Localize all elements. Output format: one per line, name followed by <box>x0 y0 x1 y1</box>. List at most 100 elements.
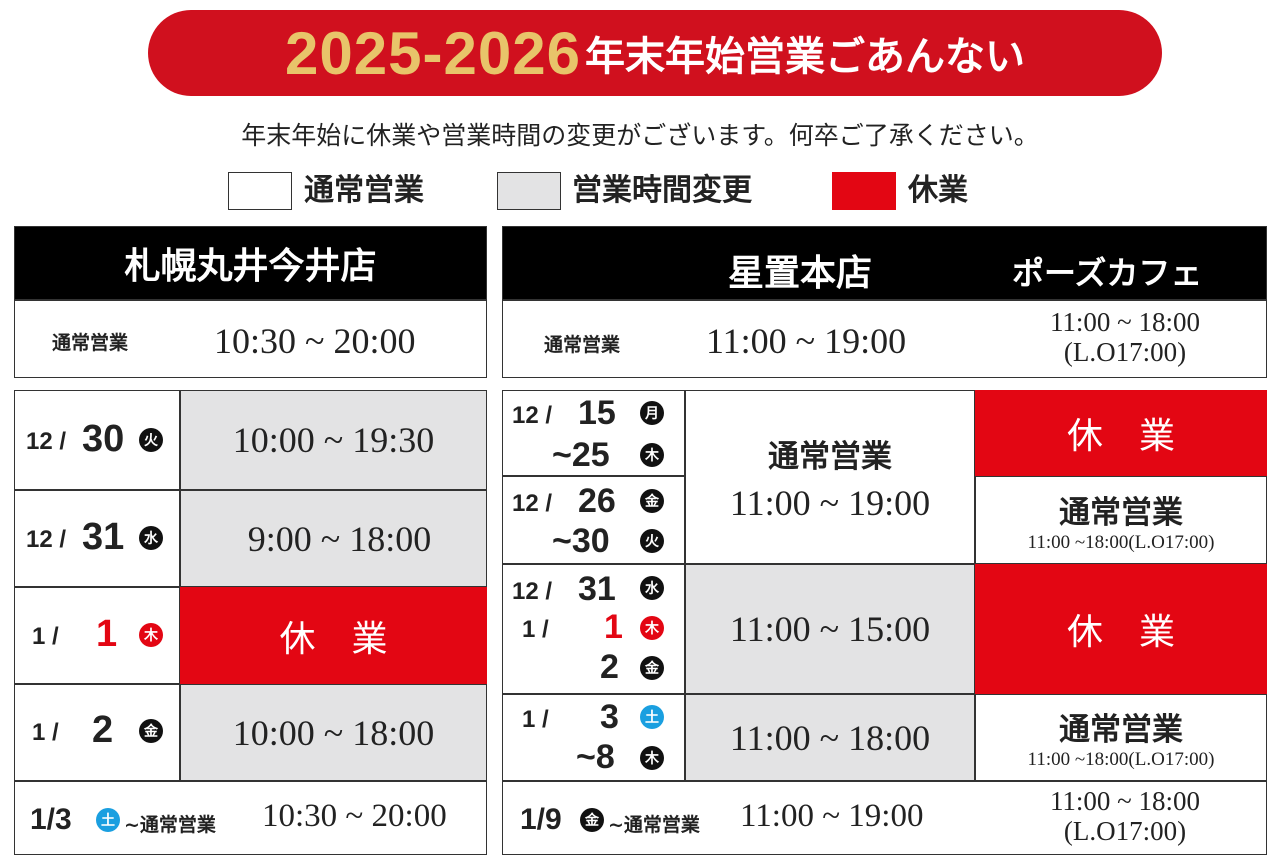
date-month: 1 / <box>32 623 59 650</box>
left-footer-row <box>14 781 487 855</box>
left-store-header: 札幌丸井今井店 <box>14 226 487 300</box>
date-day: 2 <box>92 709 114 751</box>
legend-label-normal: 通常営業 <box>304 173 424 208</box>
weekday-badge: 月 <box>640 401 664 425</box>
date-day: 30 <box>82 418 125 460</box>
store-hours: 11:00 ~ 18:00 <box>729 717 931 758</box>
right-footer-row <box>502 781 1267 855</box>
normal-label: 通常営業 <box>1059 494 1183 531</box>
date-day: ~25 <box>552 436 610 474</box>
date-month: 12 / <box>512 490 553 517</box>
legend-swatch-changed <box>497 172 561 210</box>
store-hours-changed: 11:00 ~ 18:00 <box>685 694 975 781</box>
left-date-cell <box>14 587 180 684</box>
left-row-hours: 10:00 ~ 19:30 <box>232 420 435 460</box>
legend-swatch-closed <box>832 172 896 210</box>
weekday-badge: 土 <box>640 705 664 729</box>
date-day: 15 <box>578 394 616 432</box>
closed-label: 休 業 <box>1066 612 1175 653</box>
right-date-cell <box>502 694 685 781</box>
weekday-badge: 金 <box>640 489 664 513</box>
legend-swatch-normal <box>228 172 292 210</box>
left-date-cell <box>14 490 180 587</box>
weekday-badge: 木 <box>640 746 664 770</box>
left-hours-cell-closed: 休 業 <box>180 587 487 684</box>
weekday-badge: 火 <box>640 529 664 553</box>
weekday-badge: 木 <box>139 623 163 647</box>
left-normal-row <box>14 300 487 378</box>
cafe-hours: 11:00 ~ 18:00 <box>1049 307 1201 337</box>
weekday-badge: 水 <box>640 576 664 600</box>
footer-hours: 11:00 ~ 19:00 <box>740 798 924 834</box>
footer-cafe-hours: 11:00 ~ 18:00 (L.O17:00) <box>1010 786 1240 846</box>
left-row-hours: 9:00 ~ 18:00 <box>247 518 432 559</box>
weekday-badge: 金 <box>580 808 604 832</box>
date-day: 31 <box>82 516 125 558</box>
date-month: 1 / <box>522 616 549 643</box>
weekday-badge: 木 <box>640 443 664 467</box>
footer-hours: 10:30 ~ 20:00 <box>262 798 447 834</box>
date-month: 1 / <box>522 706 549 733</box>
left-hours-cell: 9:00 ~ 18:00 <box>180 490 487 587</box>
normal-label: 通常営業 <box>1059 712 1183 748</box>
date-day: 3 <box>600 698 619 736</box>
title-years: 2025-2026 <box>285 19 581 87</box>
date-month: 12 / <box>512 578 553 605</box>
left-hours-cell: 10:00 ~ 19:30 <box>180 390 487 490</box>
weekday-badge: 土 <box>96 808 120 832</box>
date-day: ~8 <box>576 738 615 776</box>
right-store-header: 星置本店 <box>728 253 873 294</box>
cafe-normal: 通常営業 11:00 ~18:00(L.O17:00) <box>975 476 1267 564</box>
cafe-closed: 休 業 <box>975 564 1267 694</box>
left-normal-label: 通常営業 <box>52 332 129 354</box>
right-normal-label: 通常営業 <box>544 334 621 356</box>
date-day: 1 <box>96 613 118 655</box>
store-hours: 11:00 ~ 19:00 <box>729 482 931 523</box>
footer-date: 1/9 <box>520 803 562 836</box>
left-date-cell <box>14 390 180 490</box>
weekday-badge: 金 <box>139 719 163 743</box>
date-day: 1 <box>604 608 623 646</box>
date-month: 12 / <box>26 428 67 455</box>
closed-label: 休 業 <box>279 618 388 660</box>
cafe-lo: (L.O17:00) <box>1063 816 1187 846</box>
weekday-badge: 水 <box>139 526 163 550</box>
weekday-badge: 木 <box>640 616 664 640</box>
footer-label: ~通常営業 <box>608 814 700 836</box>
date-day: 31 <box>578 570 616 608</box>
subtitle: 年末年始に休業や営業時間の変更がございます。何卒ご了承ください。 <box>241 121 1039 150</box>
title-banner: 2025-2026 年末年始営業ごあんない <box>148 10 1162 96</box>
cafe-hours: 11:00 ~18:00(L.O17:00) <box>1027 531 1215 553</box>
date-month: 12 / <box>512 402 553 429</box>
left-row-hours: 10:00 ~ 18:00 <box>232 712 435 753</box>
footer-date: 1/3 <box>30 803 72 836</box>
cafe-hours: 11:00 ~ 18:00 <box>1049 786 1201 816</box>
date-month: 12 / <box>26 526 67 553</box>
cafe-lo: (L.O17:00) <box>1063 337 1187 367</box>
left-normal-hours: 10:30 ~ 20:00 <box>214 321 416 361</box>
weekday-badge: 金 <box>640 656 664 680</box>
normal-label: 通常営業 <box>768 438 892 475</box>
right-normal-row <box>502 300 1267 378</box>
left-hours-cell: 10:00 ~ 18:00 <box>180 684 487 781</box>
right-date-cell <box>502 564 685 694</box>
legend-label-changed: 営業時間変更 <box>572 173 752 208</box>
right-header <box>502 226 1267 300</box>
footer-label: ~通常営業 <box>124 814 216 836</box>
left-date-cell <box>14 684 180 781</box>
legend-label-closed: 休業 <box>908 173 968 208</box>
weekday-badge: 火 <box>139 428 163 452</box>
store-hours-normal: 通常営業 11:00 ~ 19:00 <box>685 390 975 564</box>
closed-label: 休 業 <box>1066 416 1175 457</box>
cafe-closed: 休 業 <box>975 390 1267 476</box>
right-normal-hours: 11:00 ~ 19:00 <box>706 321 907 361</box>
cafe-normal: 通常営業 11:00 ~18:00(L.O17:00) <box>975 694 1267 781</box>
right-cafe-header: ポーズカフェ <box>1012 254 1203 292</box>
title-text: 年末年始営業ごあんない <box>584 34 1025 80</box>
cafe-normal-hours: 11:00 ~ 18:00 (L.O17:00) <box>1010 307 1240 367</box>
store-hours-changed: 11:00 ~ 15:00 <box>685 564 975 694</box>
date-month: 1 / <box>32 719 59 746</box>
store-hours: 11:00 ~ 15:00 <box>729 609 931 649</box>
date-day: 2 <box>600 648 619 686</box>
right-date-cell <box>502 390 685 476</box>
